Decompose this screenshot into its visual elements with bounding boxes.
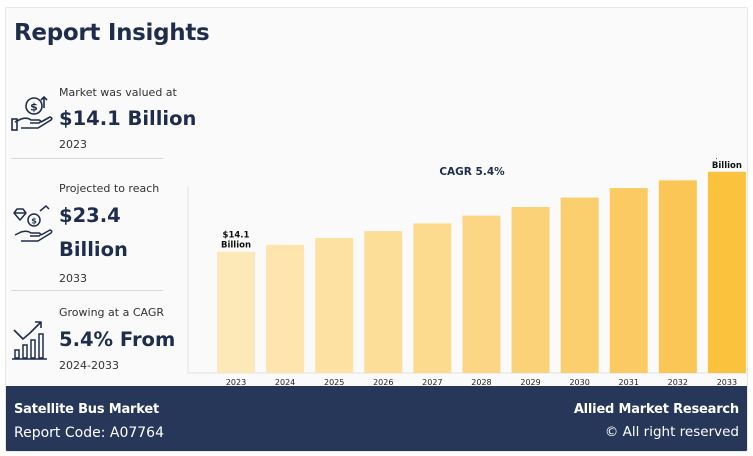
stat-label: Market was valued at bbox=[59, 86, 177, 99]
x-tick-label: 2028 bbox=[471, 378, 491, 387]
x-tick-label: 2027 bbox=[422, 378, 442, 387]
bar-2033 bbox=[707, 171, 746, 373]
bar-2030 bbox=[560, 197, 599, 373]
stat-value-line1: $23.4 bbox=[59, 204, 121, 227]
bar-2031 bbox=[609, 188, 648, 373]
x-tick-label: 2025 bbox=[324, 378, 344, 387]
svg-text:$: $ bbox=[31, 217, 37, 226]
stat-value: 5.4% From bbox=[59, 328, 176, 351]
bar-2027 bbox=[413, 223, 452, 373]
page-title: Report Insights bbox=[14, 20, 210, 46]
money-hand-icon: $ bbox=[11, 95, 53, 131]
x-tick-label: 2023 bbox=[226, 378, 246, 387]
stat-label: Growing at a CAGR bbox=[59, 306, 165, 319]
stat-label: Projected to reach bbox=[59, 182, 160, 195]
stat-cagr: Growing at a CAGR 5.4% From 2024-2033 bbox=[11, 300, 175, 380]
copyright: © All right reserved bbox=[604, 424, 739, 440]
stat-value: $14.1 Billion bbox=[59, 107, 197, 130]
x-tick-label: 2029 bbox=[520, 378, 540, 387]
chart-title: CAGR 5.4% bbox=[439, 166, 505, 178]
x-tick-label: 2024 bbox=[275, 378, 295, 387]
bar-2028 bbox=[462, 215, 501, 373]
x-tick-label: 2031 bbox=[619, 378, 639, 387]
bar-2025 bbox=[315, 237, 354, 373]
report-code: Report Code: A07764 bbox=[14, 425, 164, 441]
bar-data-label: $14.1 bbox=[223, 231, 250, 241]
growth-chart-icon bbox=[12, 321, 47, 360]
bar-data-label: Billion bbox=[712, 161, 742, 171]
stat-year: 2024-2033 bbox=[59, 359, 119, 372]
market-name: Satellite Bus Market bbox=[14, 402, 159, 417]
svg-text:$: $ bbox=[30, 101, 38, 114]
bar-2026 bbox=[364, 231, 403, 373]
divider bbox=[11, 290, 163, 291]
x-tick-label: 2033 bbox=[717, 378, 737, 387]
bar-2032 bbox=[658, 180, 697, 373]
stat-value-line2: Billion bbox=[59, 238, 128, 261]
chart-plot: 2023 2024 2025 2026 2027 2028 2029 2030 2031 2032… bbox=[187, 151, 747, 387]
bar-2023 bbox=[217, 251, 255, 373]
x-tick-label: 2030 bbox=[569, 378, 589, 387]
bar-2024 bbox=[266, 244, 305, 373]
gems-hand-icon: $ bbox=[13, 204, 53, 242]
bar-2029 bbox=[511, 207, 550, 373]
divider bbox=[11, 158, 163, 159]
footer-bar: Satellite Bus Market Report Code: A07764… bbox=[6, 386, 747, 451]
bar-chart: CAGR 5.4% 2023 2024 2025 2026 2027 2028 2029 20… bbox=[182, 151, 747, 390]
x-tick-label: 2032 bbox=[668, 378, 688, 387]
bar-data-label: Billion bbox=[221, 241, 251, 251]
report-insights-card: Report Insights $ Market was valued at $… bbox=[5, 7, 748, 452]
stat-year: 2033 bbox=[59, 272, 87, 285]
x-tick-label: 2026 bbox=[373, 378, 393, 387]
stat-year: 2023 bbox=[59, 138, 87, 151]
stat-market-value: $ Market was valued at $14.1 Billion 202… bbox=[11, 80, 196, 160]
brand-name: Allied Market Research bbox=[573, 402, 739, 417]
stat-projected-value: $ Projected to reach $23.4 Billion 2033 bbox=[11, 173, 163, 293]
